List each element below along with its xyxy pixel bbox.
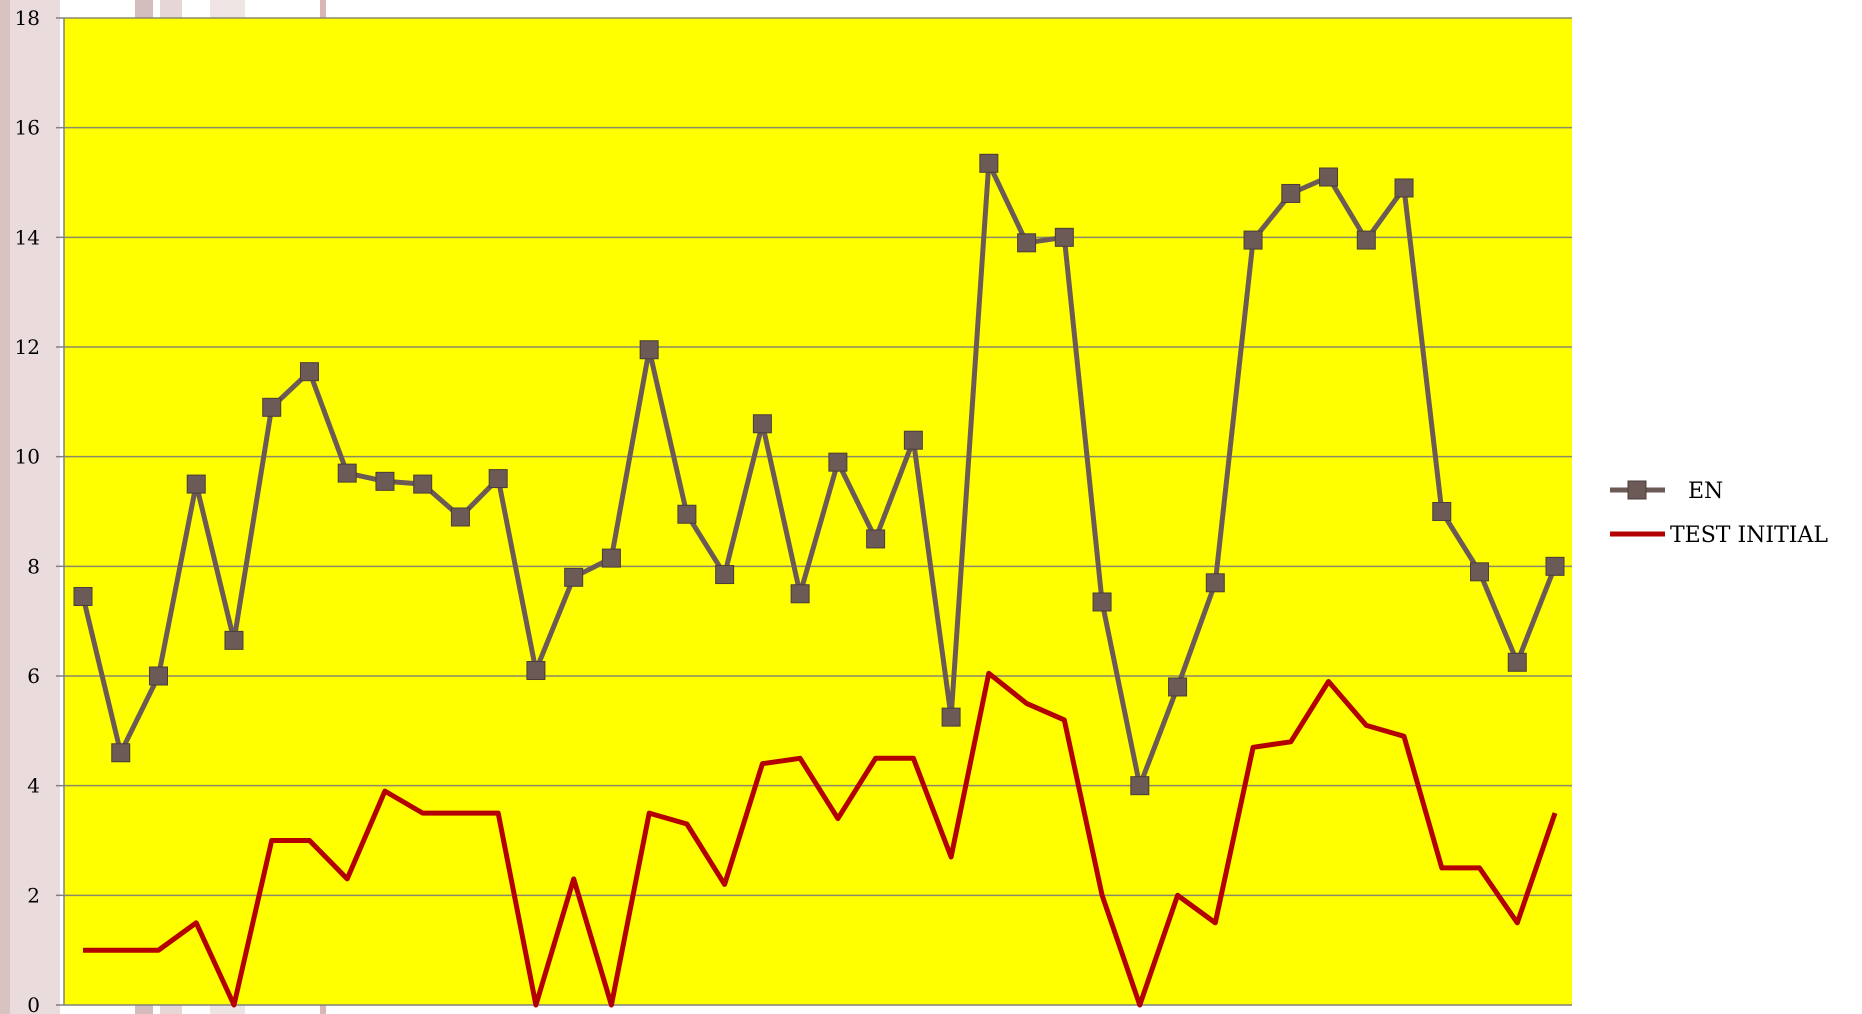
data-point-marker [601, 548, 621, 568]
data-point-marker [866, 529, 886, 549]
data-point-marker [1470, 562, 1490, 582]
gridlines [64, 17, 1572, 897]
data-point-marker [752, 414, 772, 434]
data-point-marker [1545, 556, 1565, 576]
data-point-marker [1017, 233, 1037, 253]
series-line-en [80, 160, 1558, 789]
data-point-marker [1356, 230, 1376, 250]
y-tick-label: 6 [27, 664, 40, 688]
y-tick-label: 10 [15, 445, 40, 469]
y-tick-label: 4 [27, 774, 40, 798]
plot-area [64, 18, 1572, 1005]
data-point-marker [224, 630, 244, 650]
data-point-marker [375, 471, 395, 491]
data-point-marker [526, 661, 546, 681]
y-tick-label: 14 [15, 225, 40, 249]
legend-swatch-marker [1627, 480, 1647, 500]
data-point-marker [337, 463, 357, 483]
y-tick-label: 18 [15, 6, 40, 30]
data-point-marker [299, 362, 319, 382]
data-point-marker [564, 567, 584, 587]
data-point-marker [450, 507, 470, 527]
data-point-marker [1054, 227, 1074, 247]
data-point-marker [639, 340, 659, 360]
data-point-marker [790, 584, 810, 604]
data-point-marker [1168, 677, 1188, 697]
data-point-marker [677, 504, 697, 524]
data-point-marker [1243, 230, 1263, 250]
data-point-marker [262, 397, 282, 417]
y-axis [56, 17, 1572, 1006]
data-point-marker [1507, 652, 1527, 672]
data-point-marker [1319, 167, 1339, 187]
data-point-marker [111, 743, 131, 763]
data-point-marker [979, 153, 999, 173]
y-tick-label: 0 [27, 993, 40, 1014]
legend-label: TEST INITIAL [1670, 523, 1828, 548]
data-point-marker [1394, 178, 1414, 198]
y-tick-label: 8 [27, 554, 40, 578]
data-point-marker [186, 474, 206, 494]
y-tick-labels: 0 2 4 6 8 10 12 14 16 18 [15, 6, 40, 1014]
legend-label: EN [1688, 479, 1723, 504]
data-point-marker [73, 586, 93, 606]
y-tick-label: 2 [27, 883, 40, 907]
y-tick-label: 12 [15, 335, 40, 359]
legend: EN TEST INITIAL [1610, 479, 1828, 548]
y-tick-label: 16 [15, 116, 40, 140]
data-point-marker [828, 452, 848, 472]
data-point-marker [903, 430, 923, 450]
data-point-marker [1281, 183, 1301, 203]
data-point-marker [1092, 592, 1112, 612]
series-line-test-initial [83, 670, 1558, 1008]
data-point-marker [413, 474, 433, 494]
series-lines [73, 153, 1565, 1008]
data-point-marker [1205, 573, 1225, 593]
data-point-marker [148, 666, 168, 686]
background-decoration [0, 0, 326, 1014]
data-point-marker [488, 469, 508, 489]
data-point-marker [1432, 502, 1452, 521]
data-point-marker [715, 565, 735, 585]
data-point-marker [1130, 776, 1150, 796]
data-point-marker [941, 707, 961, 727]
